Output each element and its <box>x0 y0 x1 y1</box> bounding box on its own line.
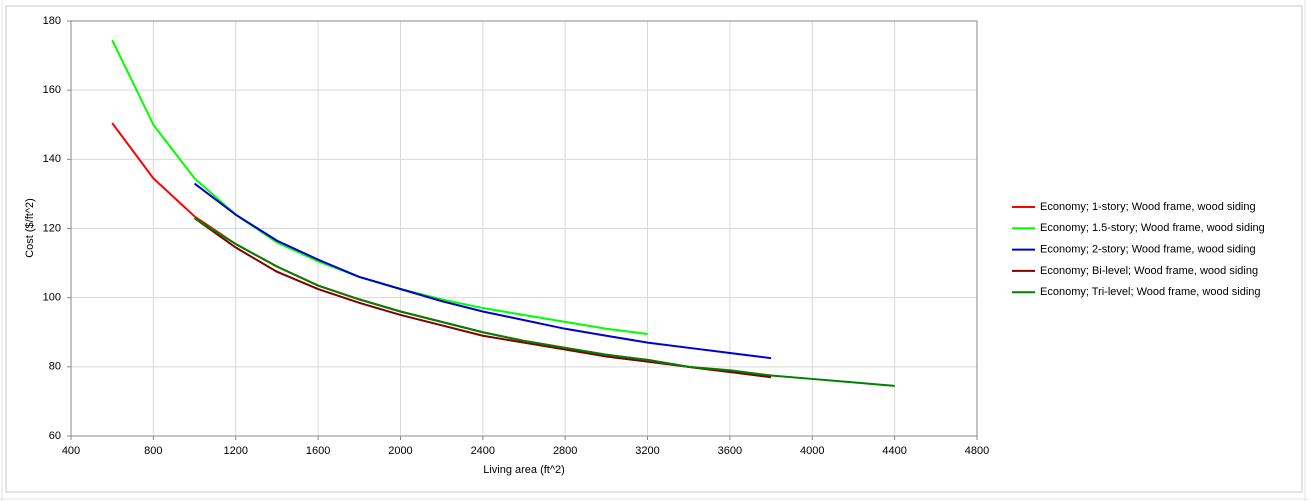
legend-label: Economy; Tri-level; Wood frame, wood sid… <box>1040 286 1261 298</box>
legend-label: Economy; 1.5-story; Wood frame, wood sid… <box>1040 222 1265 234</box>
y-axis-title: Cost ($/ft^2) <box>24 198 36 258</box>
x-tick-label: 2000 <box>388 445 412 457</box>
y-tick-label: 180 <box>43 15 61 27</box>
x-tick-label: 2400 <box>471 445 495 457</box>
y-tick-label: 140 <box>43 153 61 165</box>
x-tick-label: 4000 <box>800 445 824 457</box>
legend-label: Economy; Bi-level; Wood frame, wood sidi… <box>1040 265 1258 277</box>
x-tick-label: 2800 <box>553 445 577 457</box>
x-tick-label: 400 <box>62 445 80 457</box>
legend-label: Economy; 1-story; Wood frame, wood sidin… <box>1040 201 1256 213</box>
series-line <box>194 217 895 387</box>
y-tick-label: 160 <box>43 84 61 96</box>
y-tick-label: 80 <box>49 361 61 373</box>
plot-border <box>70 20 978 437</box>
x-tick-label: 3600 <box>718 445 742 457</box>
x-tick-label: 800 <box>144 445 162 457</box>
legend-label: Economy; 2-story; Wood frame, wood sidin… <box>1040 244 1256 256</box>
y-tick-label: 60 <box>49 430 61 442</box>
x-tick-label: 4800 <box>965 445 989 457</box>
x-axis-title: Living area (ft^2) <box>483 464 565 476</box>
series-line <box>193 182 772 360</box>
y-tick-label: 120 <box>43 222 61 234</box>
x-tick-label: 1600 <box>306 445 330 457</box>
x-tick-label: 1200 <box>223 445 247 457</box>
x-tick-label: 3200 <box>635 445 659 457</box>
x-tick-label: 4400 <box>882 445 906 457</box>
y-tick-label: 100 <box>43 292 61 304</box>
